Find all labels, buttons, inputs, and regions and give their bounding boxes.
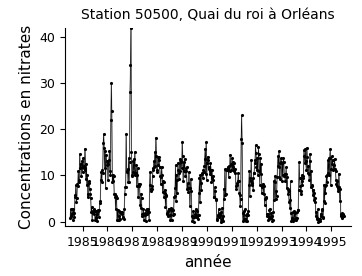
X-axis label: année: année <box>184 254 232 270</box>
Title: Station 50500, Quai du roi à Orléans: Station 50500, Quai du roi à Orléans <box>81 8 335 22</box>
Y-axis label: Concentrations en nitrates: Concentrations en nitrates <box>19 25 34 229</box>
